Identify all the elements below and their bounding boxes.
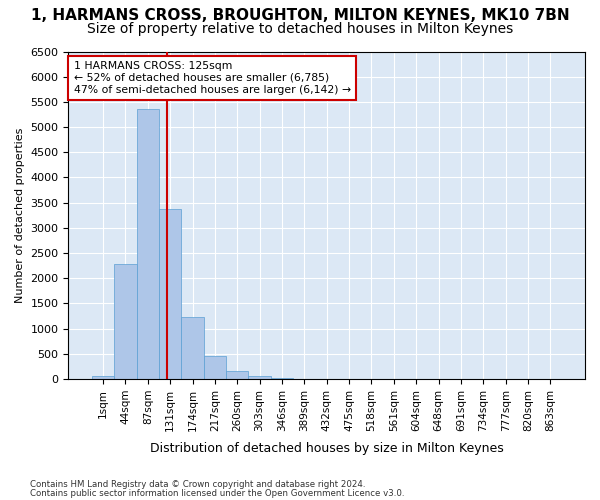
Bar xyxy=(248,376,271,379)
Bar xyxy=(271,378,293,379)
Y-axis label: Number of detached properties: Number of detached properties xyxy=(15,128,25,303)
Bar xyxy=(204,356,226,379)
Bar xyxy=(181,317,204,379)
Bar xyxy=(159,208,181,379)
X-axis label: Distribution of detached houses by size in Milton Keynes: Distribution of detached houses by size … xyxy=(150,442,503,455)
Text: Contains HM Land Registry data © Crown copyright and database right 2024.: Contains HM Land Registry data © Crown c… xyxy=(30,480,365,489)
Text: 1, HARMANS CROSS, BROUGHTON, MILTON KEYNES, MK10 7BN: 1, HARMANS CROSS, BROUGHTON, MILTON KEYN… xyxy=(31,8,569,22)
Bar xyxy=(137,110,159,379)
Text: 1 HARMANS CROSS: 125sqm
← 52% of detached houses are smaller (6,785)
47% of semi: 1 HARMANS CROSS: 125sqm ← 52% of detache… xyxy=(74,62,350,94)
Bar xyxy=(92,376,114,379)
Bar xyxy=(226,371,248,379)
Text: Contains public sector information licensed under the Open Government Licence v3: Contains public sector information licen… xyxy=(30,488,404,498)
Text: Size of property relative to detached houses in Milton Keynes: Size of property relative to detached ho… xyxy=(87,22,513,36)
Bar xyxy=(114,264,137,379)
